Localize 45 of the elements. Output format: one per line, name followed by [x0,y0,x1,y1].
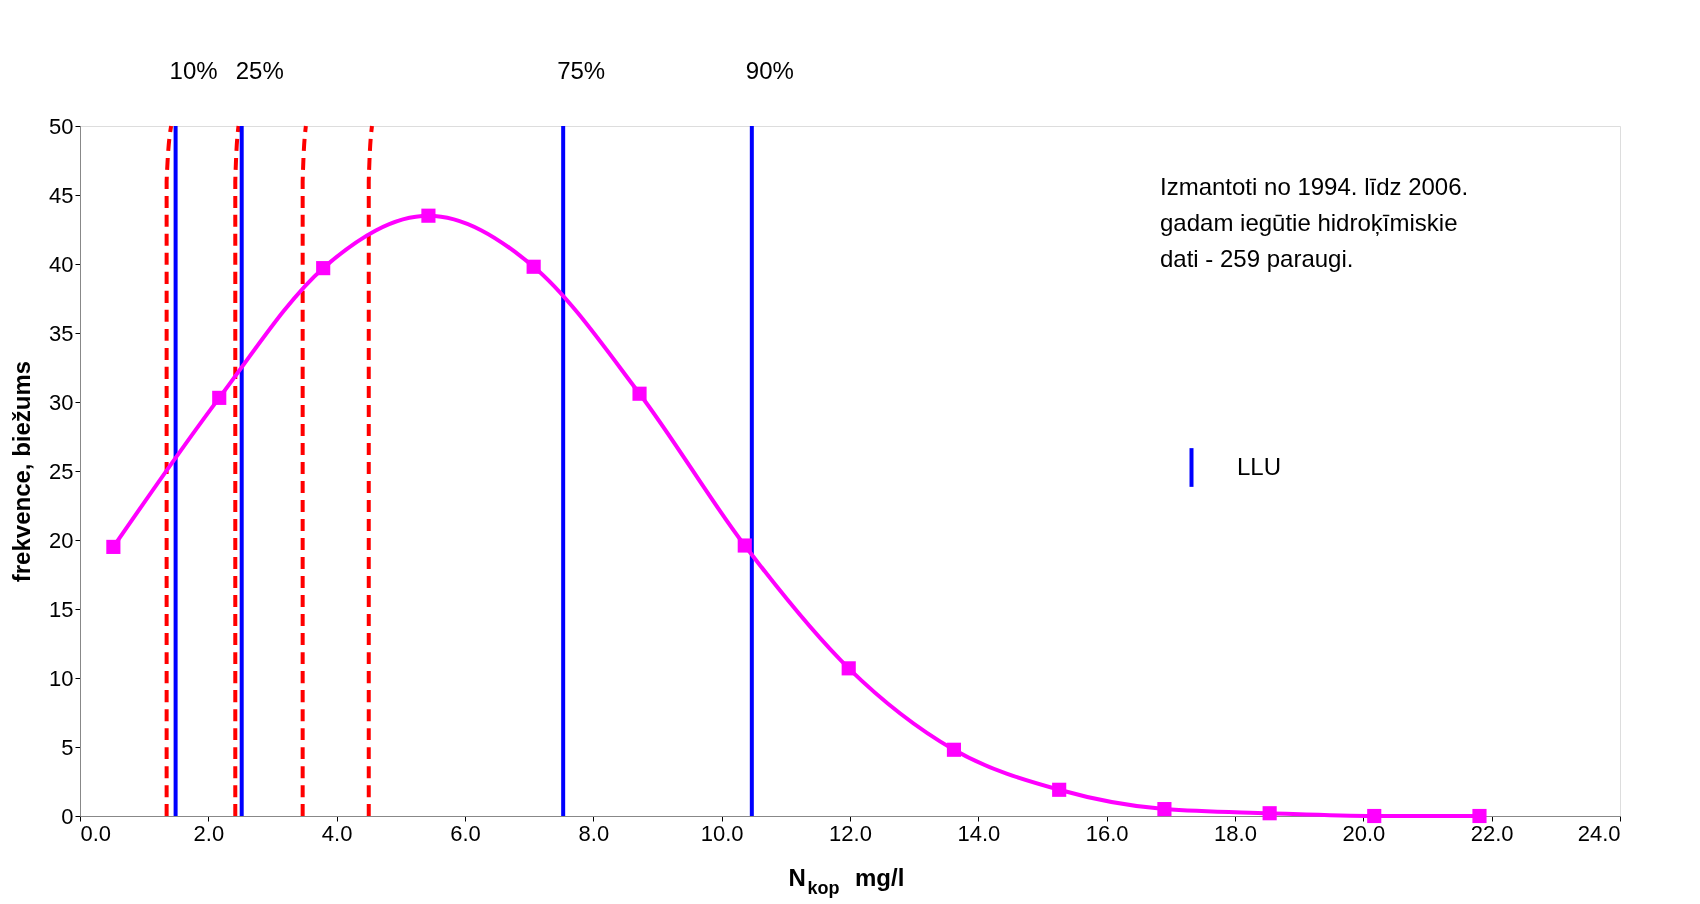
y-tick-label: 35 [49,320,74,346]
point [1262,806,1277,821]
x-tick-label: 22.0 [1470,820,1514,846]
x-tick-label: 2.0 [193,820,225,846]
annotation: 75% [557,57,606,84]
y-tick-label: 40 [49,251,74,277]
y-tick-label: 10 [49,665,74,691]
y-tick-label: 30 [49,389,74,415]
y-axis-title: frekvence, biežums [8,360,36,583]
point [841,661,856,676]
x-tick-label: 14.0 [957,820,1001,846]
point [1052,782,1067,797]
x-tick-label: 8.0 [578,820,610,846]
legend-label: LLU [1237,452,1282,480]
x-tick-label: 24.0 [1577,820,1621,846]
x-tick-label: 18.0 [1214,820,1257,846]
x-tick-label: 4.0 [321,820,353,846]
y-tick-label: 50 [49,113,74,139]
point [737,538,752,553]
x-tick-label: 10.0 [700,820,744,846]
point [1157,802,1172,817]
point [1472,808,1487,824]
y-tick-label: 5 [61,734,74,760]
point [316,261,331,276]
y-tick-label: 45 [49,182,74,208]
annotation: 25% [235,57,284,84]
point [946,742,962,757]
point [212,390,227,405]
point [1367,808,1382,824]
point [106,539,121,554]
y-tick-label: 0 [61,803,74,829]
x-tick-label: 16.0 [1085,820,1129,846]
annotation: 90% [745,57,794,84]
point [421,208,436,223]
annotation: Izmantoti no 1994. līdz 2006. gadam iegūtie hidroķīmiskie dati - 259 paraugi. [1160,173,1469,272]
y-tick-label: 20 [49,527,74,553]
x-tick-label: 20.0 [1342,820,1386,846]
annotation: 10% [169,57,218,84]
point [526,259,541,274]
x-tick-label: 0.0 [80,820,112,846]
x-tick-label: 6.0 [450,820,481,846]
point [632,386,647,401]
x-tick-label: 12.0 [829,820,872,846]
y-tick-label: 15 [49,596,74,622]
y-tick-label: 25 [49,458,74,484]
